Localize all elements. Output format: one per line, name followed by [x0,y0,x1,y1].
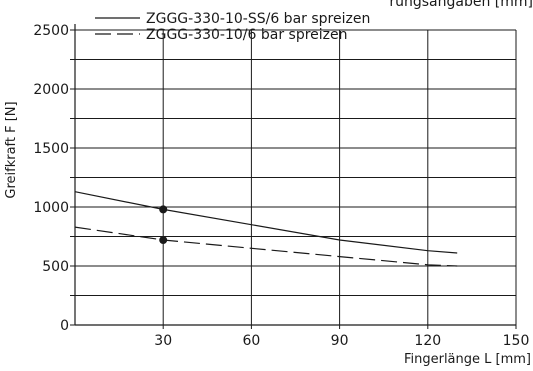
data-point-marker [159,205,168,214]
y-tick-label: 0 [60,318,69,334]
series-lines [74,191,458,267]
top-fragment-text: rungsangaben [mm] [389,0,533,10]
x-tick-label: 30 [154,333,172,349]
legend-label-2: ZGGG-330-10/6 bar spreizen [146,27,348,43]
data-point-marker [159,236,168,245]
y-tick-label: 2000 [33,82,69,98]
y-tick-label: 500 [42,259,69,275]
tick-labels: 0 500 1000 1500 2000 2500 30 60 90 120 150 [33,23,529,349]
y-tick-label: 2500 [33,23,69,39]
grid [75,29,517,325]
y-tick-label: 1500 [33,141,69,157]
x-tick-label: 120 [414,333,441,349]
data-markers [159,205,168,245]
y-tick-label: 1000 [33,200,69,216]
x-tick-label: 60 [242,333,260,349]
legend-label-1: ZGGG-330-10-SS/6 bar spreizen [146,11,370,27]
x-tick-label: 150 [503,333,530,349]
series-line-1 [74,191,458,254]
x-axis-title: Fingerlänge L [mm] [404,352,531,367]
legend: ZGGG-330-10-SS/6 bar spreizenZGGG-330-10… [95,11,370,43]
series-line-2 [74,226,458,267]
axes [70,24,517,329]
x-tick-label: 90 [331,333,349,349]
y-axis-title: Greifkraft F [N] [4,101,19,198]
